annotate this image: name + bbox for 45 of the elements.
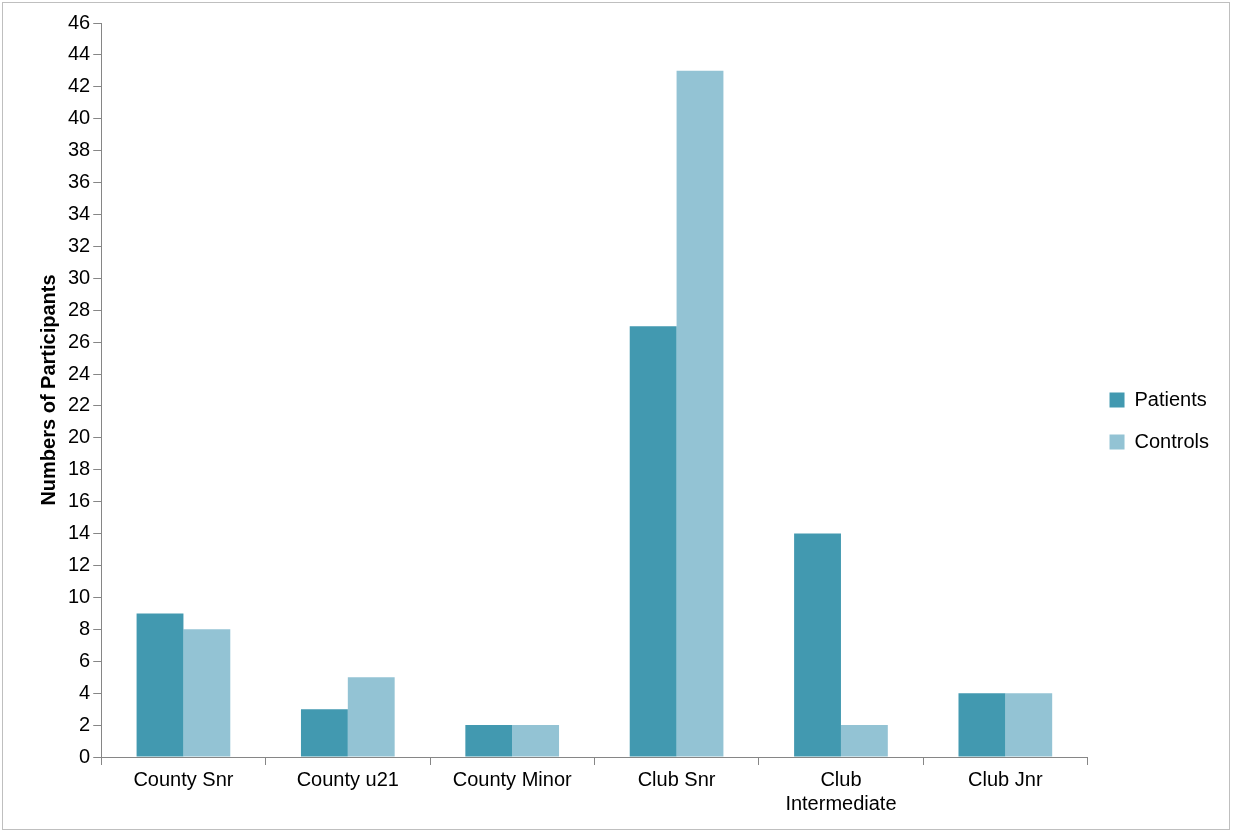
bar	[958, 693, 1006, 757]
y-tick-label: 14	[68, 521, 91, 544]
y-tick-label: 24	[68, 361, 91, 384]
bar	[1005, 693, 1053, 757]
x-tick-label: Club Intermediate	[785, 767, 897, 814]
y-tick-label: 20	[68, 425, 91, 448]
y-tick-label: 6	[79, 648, 91, 671]
y-axis-title: Numbers of Participants	[36, 274, 59, 506]
legend-label: Patients	[1134, 387, 1207, 410]
y-tick-label: 12	[68, 553, 91, 576]
y-tick-label: 16	[68, 489, 91, 512]
y-tick-label: 26	[68, 329, 91, 352]
y-tick-label: 36	[68, 170, 91, 193]
bar	[794, 533, 841, 757]
legend-label: Controls	[1134, 429, 1210, 452]
x-tick-label: Club Jnr	[968, 767, 1043, 790]
y-tick-label: 22	[68, 393, 91, 416]
bar	[300, 709, 348, 757]
bar	[347, 677, 395, 757]
x-tick-label: Club Snr	[637, 767, 716, 790]
y-tick-label: 0	[79, 744, 91, 767]
y-tick-label: 44	[68, 42, 91, 65]
y-tick-label: 30	[68, 265, 91, 288]
y-tick-label: 10	[68, 584, 91, 607]
y-tick-label: 8	[79, 616, 91, 639]
bar	[136, 613, 184, 757]
y-tick-label: 4	[79, 680, 91, 703]
y-tick-label: 32	[68, 233, 91, 256]
bar	[183, 629, 231, 757]
x-tick-label: County Minor	[452, 767, 572, 790]
y-tick-label: 34	[68, 201, 91, 224]
x-tick-label: County u21	[296, 767, 399, 790]
y-tick-label: 46	[68, 10, 91, 33]
y-tick-label: 38	[68, 138, 91, 161]
y-tick-label: 40	[68, 106, 91, 129]
y-tick-label: 2	[79, 712, 91, 735]
x-tick-label: County Snr	[133, 767, 234, 790]
bar	[676, 70, 724, 757]
y-tick-label: 18	[68, 457, 91, 480]
bar	[840, 725, 888, 757]
bar	[629, 326, 677, 757]
y-tick-label: 28	[68, 297, 91, 320]
y-tick-label: 42	[68, 74, 91, 97]
bar	[465, 725, 513, 757]
bar	[512, 725, 560, 757]
